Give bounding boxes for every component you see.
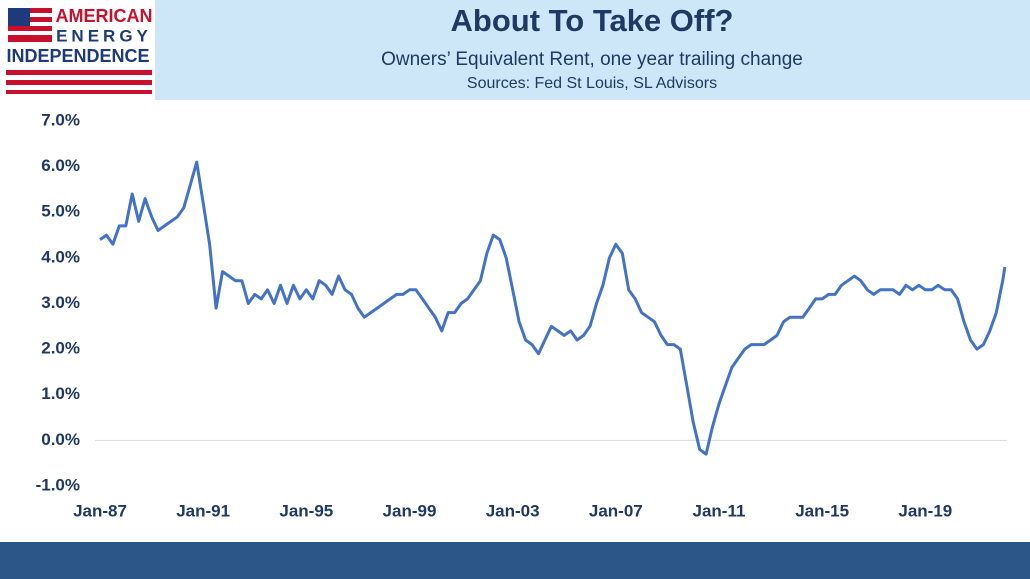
logo-stripe [6,70,152,75]
y-tick-label: 0.0% [41,430,80,449]
logo-text: INDEPENDENCE [6,46,149,66]
y-tick-label: 2.0% [41,339,80,358]
logo-stripe [6,90,152,94]
title-banner [155,0,1030,100]
flag-stripe [8,31,52,35]
chart-source: Sources: Fed St Louis, SL Advisors [467,75,717,92]
y-tick-label: 1.0% [41,384,80,403]
x-tick-label: Jan-91 [176,501,230,520]
y-tick-label: 3.0% [41,293,80,312]
logo-stripe [6,80,152,85]
footer-bar [0,542,1030,579]
x-tick-label: Jan-95 [279,501,333,520]
data-line [99,160,1007,456]
x-tick-label: Jan-19 [898,501,952,520]
y-tick-label: -1.0% [36,475,80,494]
chart-title: About To Take Off? [451,3,734,38]
x-tick-label: Jan-11 [693,501,746,520]
y-tick-label: 6.0% [41,156,80,175]
y-tick-label: 7.0% [41,110,80,129]
x-tick-label: Jan-87 [73,501,127,520]
logo: AMERICAN ENERGY INDEPENDENCE [6,6,153,94]
chart-subtitle: Owners’ Equivalent Rent, one year traili… [381,49,803,70]
x-tick-label: Jan-07 [589,501,643,520]
x-tick-label: Jan-15 [795,501,849,520]
x-tick-label: Jan-03 [486,501,540,520]
x-tick-label: Jan-99 [383,501,437,520]
logo-text: AMERICAN [56,6,153,26]
logo-text: ENERGY [56,26,152,45]
y-tick-label: 5.0% [41,202,80,221]
y-tick-label: 4.0% [41,247,80,266]
flag-canton [8,8,30,26]
